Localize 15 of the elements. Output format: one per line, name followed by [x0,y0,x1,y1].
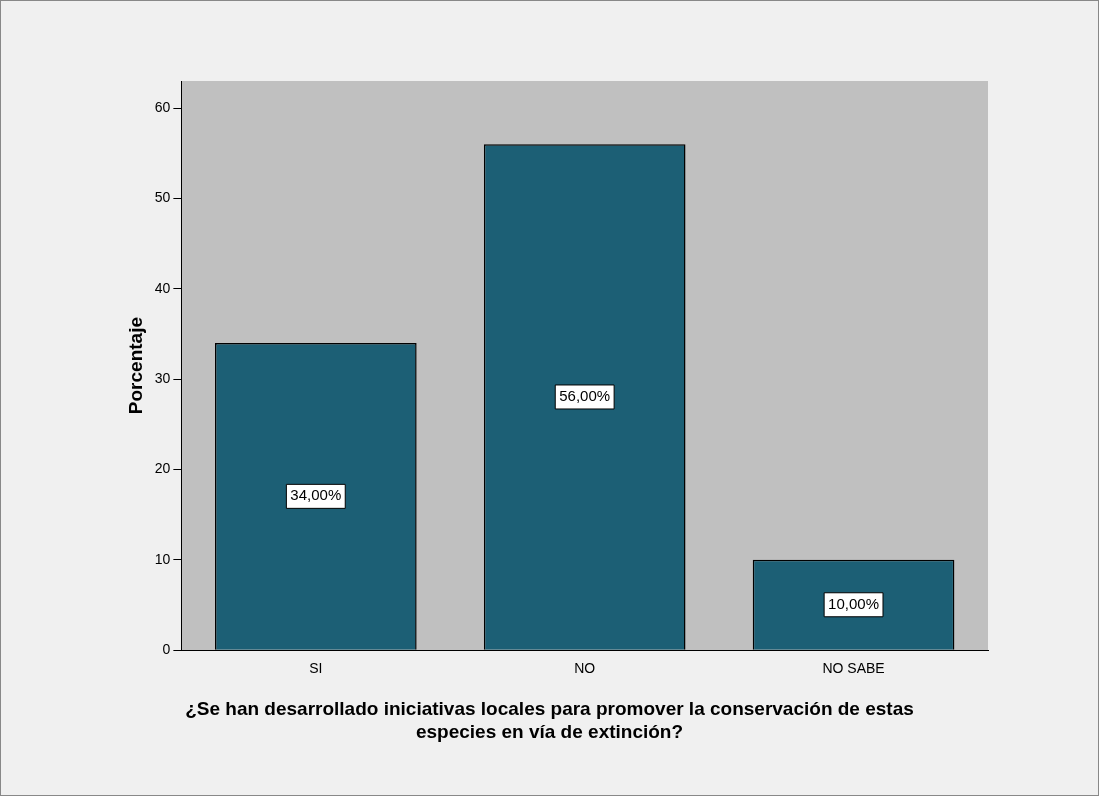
y-axis-title: Porcentaje [124,317,146,415]
y-tick-label: 30 [154,370,171,387]
data-label: 10,00% [828,594,879,612]
y-tick-label: 40 [154,279,171,296]
x-tick-label: NO [574,660,596,677]
x-tick-label: NO SABE [822,660,885,677]
x-tick-label: SI [309,660,323,677]
y-tick-label: 50 [154,189,171,206]
data-label: 34,00% [290,486,342,504]
x-axis-title: ¿Se han desarrollado iniciativas locales para promover la conservación de estas especies en vía de extinción? [184,697,915,743]
y-tick-label: 20 [154,460,171,477]
y-tick-label: 10 [154,550,171,567]
data-label: 56,00% [559,387,611,405]
y-tick-label: 60 [154,98,171,115]
y-tick-label: 0 [162,641,171,658]
